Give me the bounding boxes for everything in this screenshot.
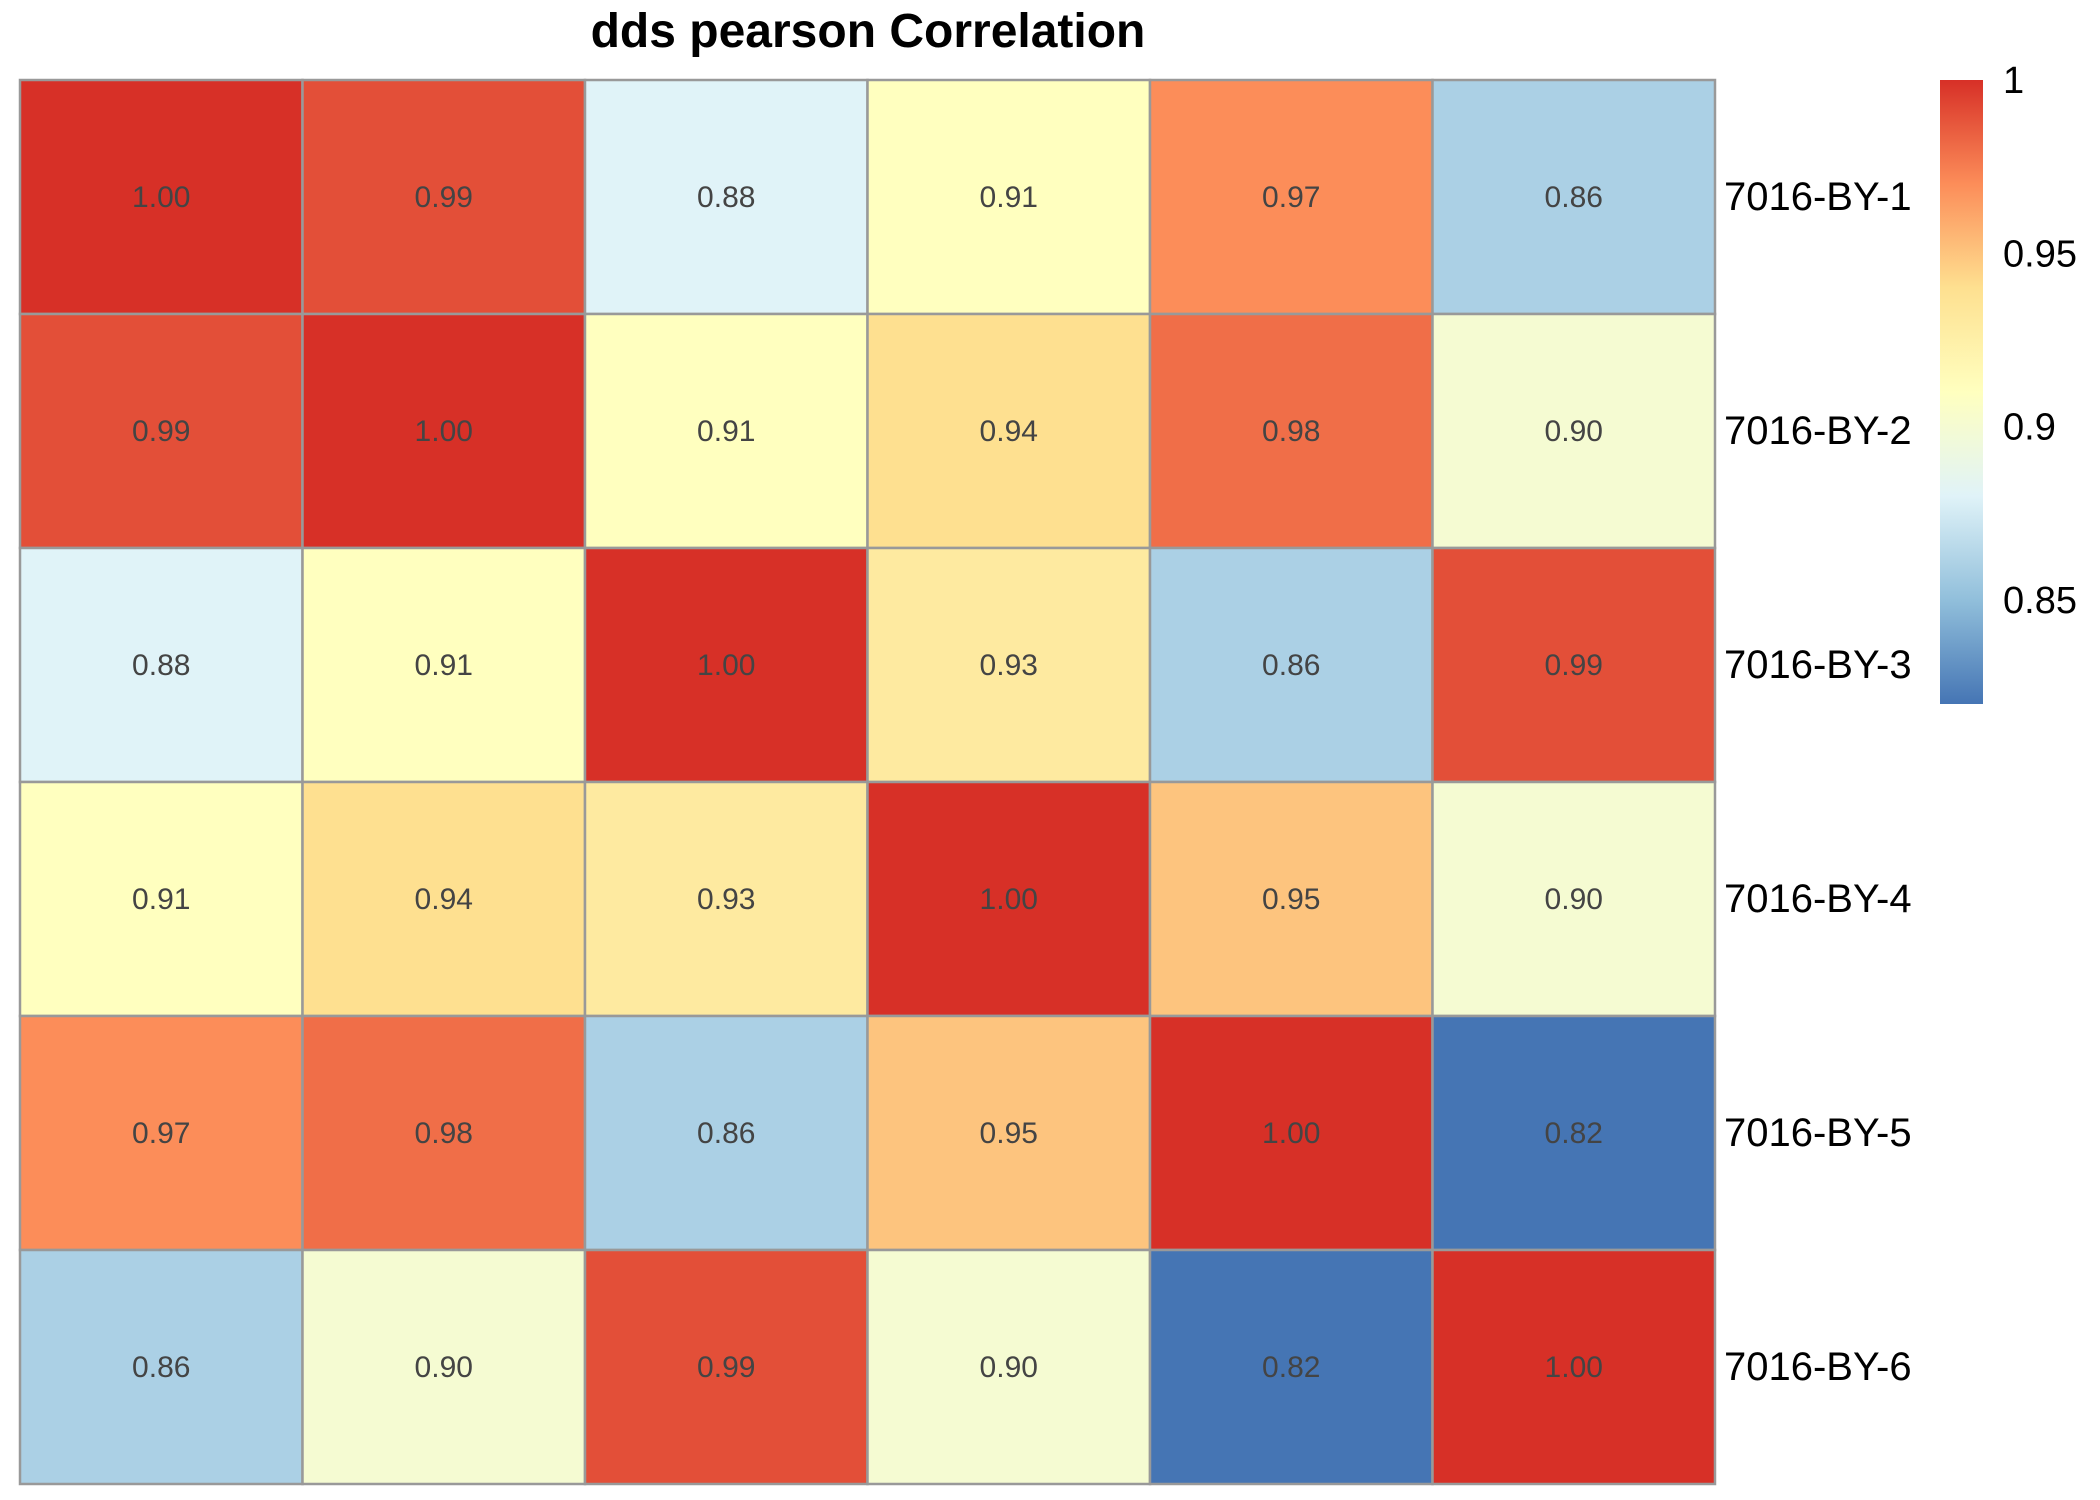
heatmap-cell: [583, 78, 869, 316]
heatmap-cell: [866, 312, 1152, 550]
heatmap-cell: [583, 780, 869, 1018]
heatmap-cell: [301, 546, 587, 784]
heatmap-cell: [1148, 546, 1434, 784]
heatmap-cell: [1148, 1014, 1434, 1252]
heatmap-cell: [1148, 1248, 1434, 1486]
row-label: 7016-BY-3: [1724, 643, 1912, 687]
cell-value-label: 0.88: [132, 649, 190, 682]
heatmap-cell: [866, 78, 1152, 316]
cell-value-label: 0.91: [980, 181, 1038, 214]
heatmap-cell: [866, 1248, 1152, 1486]
cell-value-label: 0.95: [980, 1117, 1038, 1150]
cell-value-label: 0.90: [415, 1351, 473, 1384]
legend-tick-label: 1: [2003, 60, 2024, 102]
heatmap-cell: [1431, 546, 1717, 784]
cell-value-label: 0.91: [697, 415, 755, 448]
heatmap-cell: [18, 78, 304, 316]
heatmap-cell: [18, 780, 304, 1018]
heatmap-cell: [583, 1014, 869, 1252]
heatmap-cell: [866, 780, 1152, 1018]
row-label: 7016-BY-5: [1724, 1111, 1912, 1155]
cell-value-label: 0.98: [415, 1117, 473, 1150]
heatmap-cell: [1431, 312, 1717, 550]
heatmap-cell: [18, 1014, 304, 1252]
cell-value-label: 0.90: [1545, 415, 1603, 448]
row-label: 7016-BY-6: [1724, 1345, 1912, 1389]
heatmap-cell: [1431, 1014, 1717, 1252]
cell-value-label: 0.97: [1262, 181, 1320, 214]
cell-value-label: 0.97: [132, 1117, 190, 1150]
heatmap-cell: [18, 546, 304, 784]
row-label: 7016-BY-2: [1724, 409, 1912, 453]
cell-value-label: 0.99: [415, 181, 473, 214]
cell-value-label: 1.00: [415, 415, 473, 448]
cell-value-label: 0.99: [132, 415, 190, 448]
cell-value-label: 1.00: [1545, 1351, 1603, 1384]
heatmap-cell: [1431, 780, 1717, 1018]
cell-value-label: 0.82: [1545, 1117, 1603, 1150]
heatmap-cell: [301, 780, 587, 1018]
heatmap-cell: [301, 78, 587, 316]
legend-tick-label: 0.85: [2003, 580, 2077, 622]
legend-color-bar: [1940, 80, 1983, 704]
chart-title: dds pearson Correlation: [591, 5, 1146, 58]
cell-value-label: 0.90: [1545, 883, 1603, 916]
cell-value-label: 1.00: [697, 649, 755, 682]
cell-value-label: 1.00: [1262, 1117, 1320, 1150]
cell-value-label: 0.82: [1262, 1351, 1320, 1384]
cell-value-label: 0.91: [415, 649, 473, 682]
cell-value-label: 0.86: [1545, 181, 1603, 214]
legend-tick-label: 0.95: [2003, 233, 2077, 275]
heatmap-cell: [866, 546, 1152, 784]
heatmap-cell: [1148, 780, 1434, 1018]
cell-value-label: 0.99: [697, 1351, 755, 1384]
cell-value-label: 1.00: [980, 883, 1038, 916]
color-legend: 1 0.95 0.9 0.85: [1940, 60, 2077, 704]
cell-value-label: 0.93: [980, 649, 1038, 682]
cell-value-label: 0.99: [1545, 649, 1603, 682]
cell-value-label: 0.98: [1262, 415, 1320, 448]
heatmap-cell: [18, 1248, 304, 1486]
cell-value-label: 0.86: [132, 1351, 190, 1384]
cell-value-label: 1.00: [132, 181, 190, 214]
cell-value-label: 0.94: [415, 883, 473, 916]
heatmap-cell: [583, 546, 869, 784]
cell-value-label: 0.93: [697, 883, 755, 916]
heatmap-cell: [1431, 78, 1717, 316]
heatmap-cell: [866, 1014, 1152, 1252]
row-label: 7016-BY-1: [1724, 175, 1912, 219]
row-label: 7016-BY-4: [1724, 877, 1912, 921]
cell-value-label: 0.88: [697, 181, 755, 214]
cell-value-label: 0.90: [980, 1351, 1038, 1384]
cell-value-label: 0.86: [1262, 649, 1320, 682]
row-labels: 7016-BY-1 7016-BY-2 7016-BY-3 7016-BY-4 7016…: [1724, 175, 1912, 1389]
legend-tick-label: 0.9: [2003, 407, 2056, 449]
cell-value-label: 0.86: [697, 1117, 755, 1150]
heatmap-cell: [301, 312, 587, 550]
cell-value-label: 0.95: [1262, 883, 1320, 916]
heatmap-cell: [1148, 78, 1434, 316]
heatmap-cells: 1.00 0.99 0.88 0.91 0.97 0.86 0.99 1.00 0.91 0.94…: [18, 78, 1717, 1486]
cell-value-label: 0.91: [132, 883, 190, 916]
cell-value-label: 0.94: [980, 415, 1038, 448]
heatmap-cell: [1431, 1248, 1717, 1486]
